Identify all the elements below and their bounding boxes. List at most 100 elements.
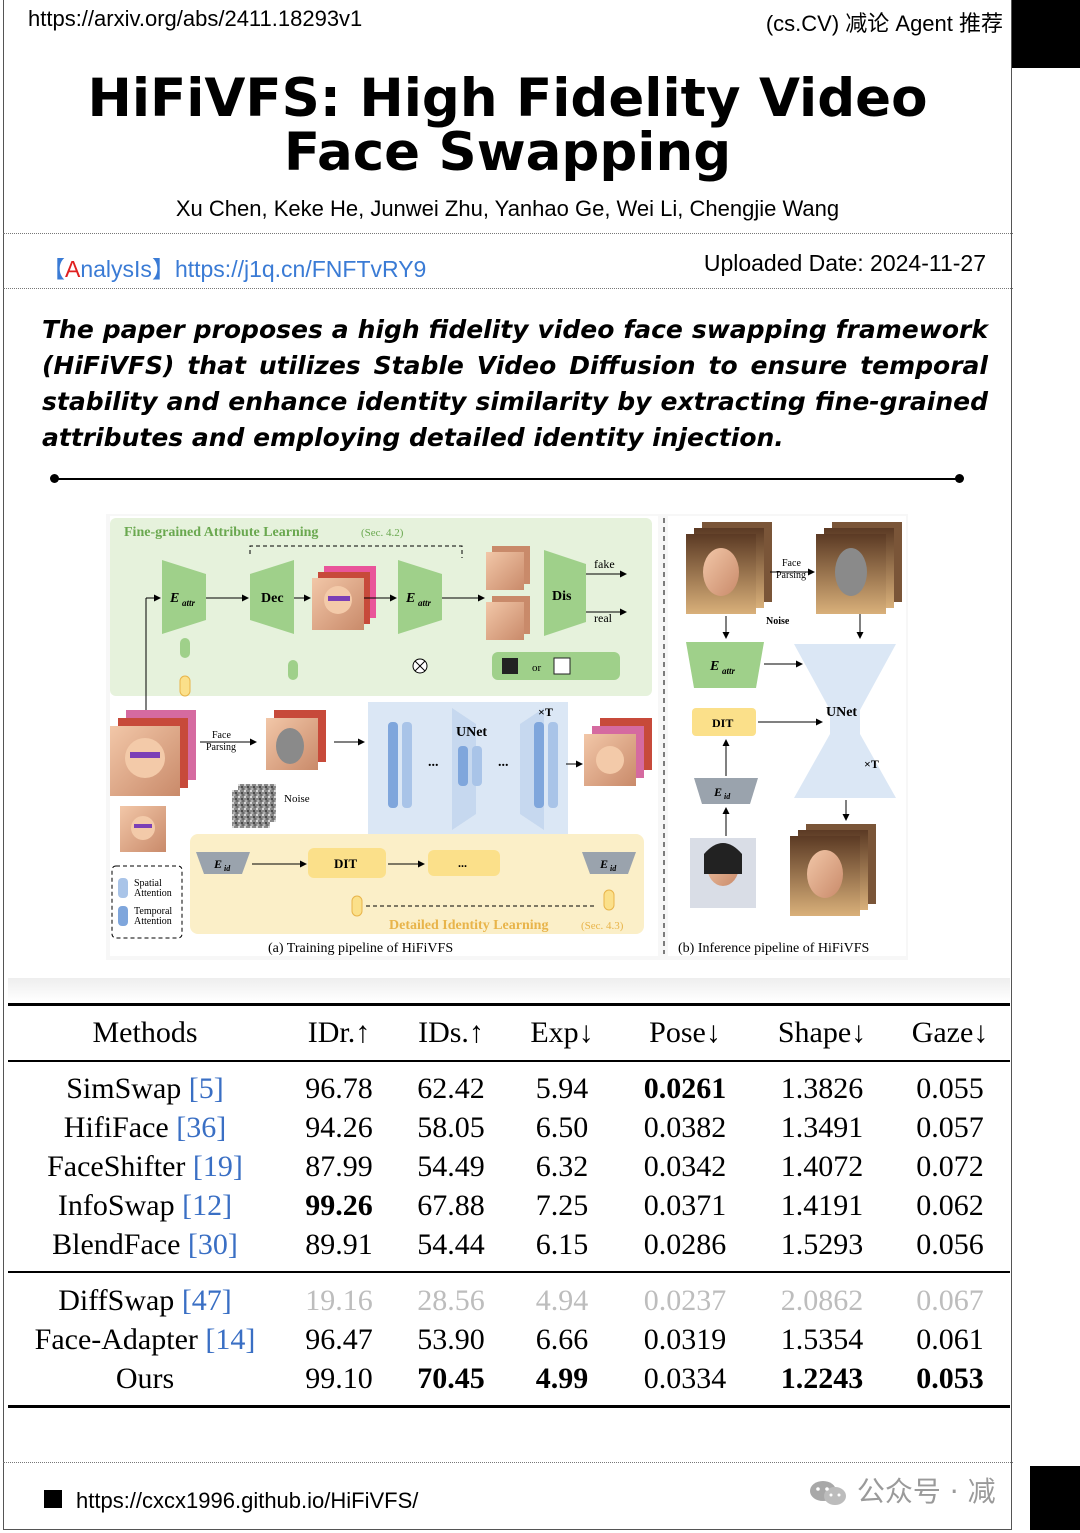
value-cell: 1.5354: [780, 1323, 864, 1356]
legend-temporal-label-2: Attention: [134, 916, 172, 927]
value-cell: 70.45: [417, 1362, 485, 1395]
value-cell: 53.90: [417, 1323, 485, 1356]
col-exp: Exp↓: [530, 1016, 594, 1049]
analysis-tag-first-letter: A: [65, 256, 81, 282]
col-gaze: Gaze↓: [911, 1016, 989, 1049]
method-name: SimSwap: [66, 1072, 189, 1105]
dit-block: [308, 848, 386, 878]
value-cell: 58.05: [417, 1111, 485, 1144]
face-parsing-label-inf: Face: [782, 558, 801, 569]
dec-label: Dec: [261, 591, 284, 606]
ellipsis-left: ...: [428, 755, 439, 770]
e-id-sub-inf: id: [724, 792, 731, 801]
section-rule: [54, 478, 962, 480]
value-cell: 1.3826: [780, 1072, 864, 1105]
analysis-tag-rest: nalysIs: [80, 256, 152, 282]
method-name: Face-Adapter: [34, 1323, 206, 1356]
section-a-title: Fine-grained Attribute Learning: [124, 525, 318, 540]
value-cell: 6.32: [535, 1150, 589, 1183]
method-cell: Face-Adapter [14]: [35, 1323, 256, 1357]
unet-label: UNet: [456, 725, 487, 740]
identity-encoder-inf: [694, 778, 758, 804]
col-ids: IDs.↑: [418, 1016, 484, 1049]
value-cell: 0.061: [916, 1323, 984, 1356]
or-label: or: [532, 662, 542, 674]
value-cell: 1.4072: [780, 1150, 864, 1183]
attribute-encoder-2: [398, 560, 442, 634]
citation-link[interactable]: [14]: [205, 1323, 256, 1356]
real-label: real: [594, 611, 613, 625]
discriminator-input-faces: [486, 546, 530, 640]
face-parsing-label-inf-2: Parsing: [776, 570, 806, 581]
attribute-encoder: [162, 560, 206, 634]
f-gid-token-3: [603, 889, 615, 911]
dit-block-inf: [692, 708, 756, 736]
value-cell: 4.94: [535, 1284, 589, 1317]
citation-link[interactable]: [47]: [181, 1284, 232, 1317]
corner-block-top-right: [1012, 0, 1080, 68]
value-cell: 6.15: [535, 1228, 589, 1261]
value-cell: 0.072: [916, 1150, 984, 1183]
method-name: BlendFace: [52, 1228, 188, 1261]
source-face-inference: [690, 838, 756, 908]
value-cell: 28.56: [417, 1284, 485, 1317]
value-cell: 1.3491: [780, 1111, 864, 1144]
citation-link[interactable]: [5]: [188, 1072, 224, 1105]
attribute-encoder-inf: [686, 642, 764, 688]
caption-inference: (b) Inference pipeline of HiFiVFS: [678, 941, 869, 956]
method-name: Ours: [115, 1362, 175, 1395]
value-cell: 0.0237: [643, 1284, 727, 1317]
value-cell: 0.0342: [643, 1150, 727, 1183]
paper-authors: Xu Chen, Keke He, Junwei Zhu, Yanhao Ge,…: [175, 196, 840, 221]
citation-link[interactable]: [12]: [182, 1189, 233, 1222]
value-cell: 19.16: [305, 1284, 373, 1317]
watermark: 公众号 · 减: [808, 1470, 996, 1510]
value-cell: 6.50: [535, 1111, 589, 1144]
times-t-label: ×T: [538, 705, 553, 719]
col-methods: Methods: [92, 1016, 198, 1049]
e-id-sub-2: id: [610, 864, 617, 873]
f-gid-token-2: [351, 895, 363, 917]
e-attr-sub-inf: attr: [722, 666, 736, 676]
divider: [3, 233, 1013, 234]
wechat-icon: [810, 1481, 846, 1505]
e-attr-label: E: [169, 591, 179, 606]
source-face-image: [120, 806, 166, 852]
method-cell: DiffSwap [47]: [58, 1284, 232, 1318]
value-cell: 87.99: [305, 1150, 373, 1183]
bracket-close: 】: [151, 256, 175, 282]
value-cell: 6.66: [535, 1323, 589, 1356]
dit-label-inf: DIT: [712, 716, 733, 730]
e-attr-label-2: E: [405, 591, 415, 606]
e-attr-sub-2: attr: [418, 598, 432, 608]
unet-label-inf: UNet: [826, 705, 857, 720]
target-video-frames: [110, 710, 196, 796]
citation-link[interactable]: [36]: [176, 1111, 227, 1144]
caption-training: (a) Training pipeline of HiFiVFS: [268, 941, 453, 956]
arxiv-url[interactable]: https://arxiv.org/abs/2411.18293v1: [28, 6, 363, 31]
value-cell: 0.053: [916, 1362, 984, 1395]
fake-label: fake: [594, 557, 615, 571]
value-cell: 0.055: [916, 1072, 984, 1105]
analysis-link-row[interactable]: 【AnalysIs】https://j1q.cn/FNFTvRY9: [42, 250, 426, 284]
results-table: Methods IDr.↑ IDs.↑ Exp↓ Pose↓ Shape↓ Ga…: [8, 978, 1010, 1428]
masked-frames-inference: [816, 522, 902, 614]
project-url[interactable]: https://cxcx1996.github.io/HiFiVFS/: [76, 1488, 419, 1513]
col-shape: Shape↓: [777, 1016, 867, 1049]
value-cell: 62.42: [417, 1072, 485, 1105]
bullet-square: [44, 1490, 62, 1508]
legend-spatial-label-2: Attention: [134, 888, 172, 899]
citation-link[interactable]: [19]: [192, 1150, 243, 1183]
value-cell: 0.067: [916, 1284, 984, 1317]
method-cell: SimSwap [5]: [66, 1072, 224, 1106]
value-cell: 0.0261: [643, 1072, 727, 1105]
value-cell: 96.47: [305, 1323, 373, 1356]
citation-link[interactable]: [30]: [187, 1228, 238, 1261]
section-b-ref: (Sec. 4.3): [581, 920, 624, 932]
e-attr-label-inf: E: [709, 659, 719, 674]
watermark-text: 公众号 · 减: [856, 1475, 996, 1508]
result-video-frames: [584, 718, 652, 786]
value-cell: 4.99: [535, 1362, 589, 1395]
value-cell: 96.78: [305, 1072, 373, 1105]
analysis-link[interactable]: https://j1q.cn/FNFTvRY9: [174, 256, 427, 282]
